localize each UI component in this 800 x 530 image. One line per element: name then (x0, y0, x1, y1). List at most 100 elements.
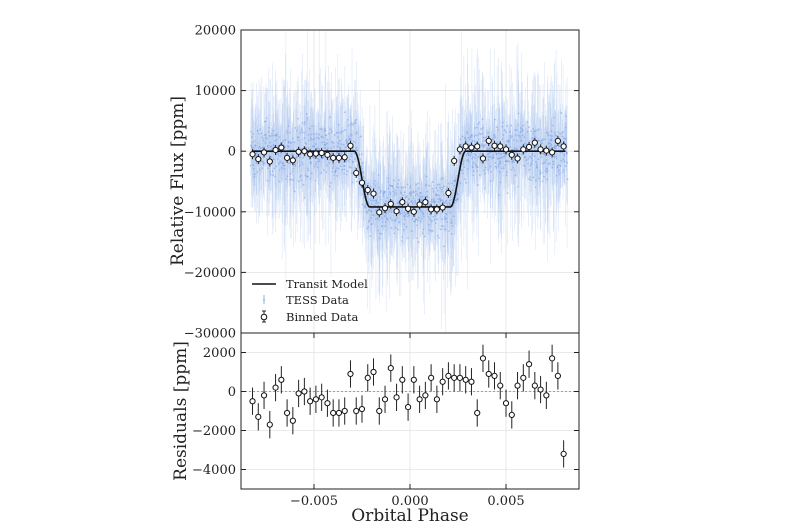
tess-point (360, 152, 363, 155)
tess-point (338, 146, 341, 149)
tess-point (562, 158, 565, 160)
tess-point (359, 158, 362, 160)
residual-point (439, 378, 446, 385)
tess-point (411, 200, 413, 202)
tess-point (298, 165, 300, 168)
tess-point (466, 132, 468, 135)
tess-point (264, 133, 267, 136)
tess-point (366, 195, 368, 198)
tess-point (373, 182, 376, 185)
tess-point (416, 192, 419, 195)
tess-point (279, 168, 281, 171)
tess-point (335, 167, 338, 169)
tess-point (489, 165, 492, 168)
tess-point (448, 230, 451, 232)
tess-point (320, 128, 323, 131)
tess-point (326, 164, 329, 167)
top-y-tick-label: 10000 (195, 84, 236, 99)
tess-point (508, 141, 511, 144)
binned-point (278, 144, 285, 151)
tess-point (504, 155, 506, 158)
tess-point (380, 233, 383, 235)
tess-point (442, 193, 445, 196)
tess-point (341, 168, 344, 171)
tess-point (286, 175, 289, 178)
top-panel: 20000 10000 0 −10000 −20000 −30000 Relative F… (168, 24, 580, 342)
tess-point (327, 132, 330, 135)
tess-point (422, 228, 425, 231)
tess-point (287, 125, 290, 127)
tess-point (354, 122, 357, 125)
tess-point (413, 191, 415, 194)
tess-point (549, 142, 552, 145)
tess-point (356, 165, 359, 167)
tess-point (320, 135, 323, 138)
tess-point (534, 135, 536, 137)
tess-point (346, 118, 349, 121)
tess-point (404, 218, 407, 221)
tess-point (290, 153, 293, 156)
tess-point (369, 235, 372, 238)
tess-point (279, 160, 282, 163)
residual-point (479, 355, 487, 362)
tess-point (390, 227, 393, 229)
residual-point (410, 376, 417, 383)
tess-point (292, 167, 295, 170)
tess-point (263, 134, 266, 137)
tess-point (266, 179, 269, 182)
top-y-tick-label: −20000 (184, 266, 236, 281)
binned-point (341, 154, 348, 161)
tess-point (318, 134, 321, 136)
tess-point (503, 167, 505, 170)
tess-point (322, 156, 325, 159)
tess-point (361, 203, 364, 206)
tess-point (546, 178, 549, 181)
binned-point (497, 143, 504, 150)
tess-point (275, 135, 278, 137)
tess-point (487, 168, 489, 171)
tess-point (426, 190, 429, 193)
tess-point (527, 162, 530, 165)
tess-point (434, 222, 437, 225)
tess-point (499, 161, 502, 163)
tess-point (267, 144, 270, 147)
tess-point (316, 132, 318, 135)
tess-point (288, 162, 290, 165)
tess-point (479, 174, 481, 177)
tess-point (421, 211, 423, 213)
tess-point (437, 200, 440, 203)
tess-point (392, 199, 394, 202)
tess-point (416, 237, 419, 240)
tess-point (328, 161, 331, 164)
tess-point (446, 202, 449, 205)
tess-point (305, 113, 308, 115)
tess-point (330, 147, 333, 150)
tess-point (541, 180, 544, 183)
residual-point (307, 398, 314, 405)
tess-point (259, 128, 262, 131)
tess-point (426, 195, 429, 198)
tess-point (285, 153, 287, 155)
binned-point (456, 146, 464, 153)
tess-point (408, 214, 411, 216)
tess-point (305, 143, 308, 145)
tess-point (342, 143, 345, 146)
tess-point (415, 183, 418, 186)
tess-point (375, 200, 378, 203)
tess-point (431, 187, 434, 190)
residual-point (301, 388, 308, 395)
tess-point (535, 179, 537, 182)
tess-point (278, 180, 281, 183)
tess-point (498, 152, 501, 155)
tess-point (528, 178, 531, 181)
tess-point (354, 141, 357, 144)
tess-point (284, 146, 287, 149)
tess-point (258, 146, 261, 149)
tess-point (321, 141, 324, 144)
tess-point (362, 176, 365, 178)
tess-point (352, 124, 355, 127)
tess-point (414, 200, 416, 202)
tess-point (392, 190, 395, 193)
tess-point (440, 188, 443, 191)
tess-point (299, 176, 302, 178)
